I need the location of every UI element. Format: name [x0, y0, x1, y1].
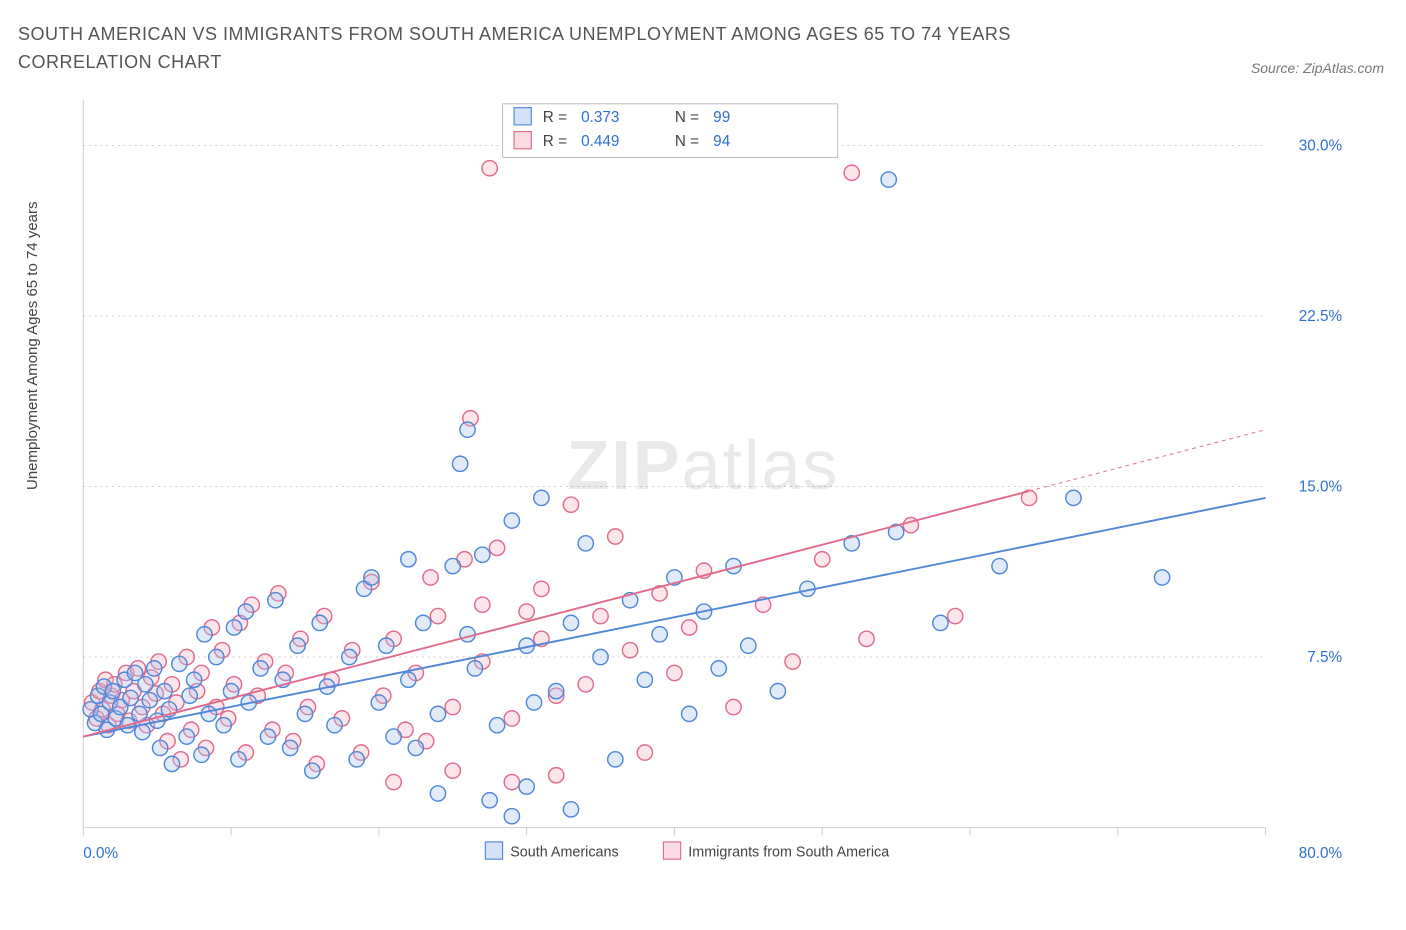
axes — [83, 100, 1265, 835]
svg-text:0.0%: 0.0% — [83, 845, 118, 862]
svg-text:7.5%: 7.5% — [1307, 649, 1342, 666]
svg-text:N =: N = — [675, 133, 699, 150]
svg-text:0.449: 0.449 — [581, 133, 619, 150]
svg-text:80.0%: 80.0% — [1299, 845, 1343, 862]
svg-text:30.0%: 30.0% — [1299, 137, 1343, 154]
y-tick-labels: 7.5% 15.0% 22.5% 30.0% — [1299, 137, 1343, 666]
series-legend: South Americans Immigrants from South Ame… — [485, 842, 889, 860]
svg-text:0.373: 0.373 — [581, 109, 619, 126]
svg-text:South Americans: South Americans — [510, 844, 618, 860]
series-a-points — [83, 172, 1170, 824]
source-label: Source: ZipAtlas.com — [1251, 60, 1384, 76]
svg-text:R =: R = — [543, 109, 567, 126]
trend-lines — [83, 430, 1265, 737]
svg-text:99: 99 — [713, 109, 730, 126]
chart-title: SOUTH AMERICAN VS IMMIGRANTS FROM SOUTH … — [18, 20, 1118, 76]
y-axis-label: Unemployment Among Ages 65 to 74 years — [24, 201, 41, 490]
scatter-plot: R = 0.373 N = 99 R = 0.449 N = 94 7.5% 15.0% 22.5… — [55, 100, 1380, 885]
svg-text:N =: N = — [675, 109, 699, 126]
svg-text:94: 94 — [713, 133, 731, 150]
svg-text:15.0%: 15.0% — [1299, 478, 1343, 495]
svg-text:R =: R = — [543, 133, 567, 150]
correlation-legend: R = 0.373 N = 99 R = 0.449 N = 94 — [503, 104, 838, 158]
svg-text:22.5%: 22.5% — [1299, 308, 1343, 325]
svg-text:Immigrants from South America: Immigrants from South America — [688, 844, 889, 860]
